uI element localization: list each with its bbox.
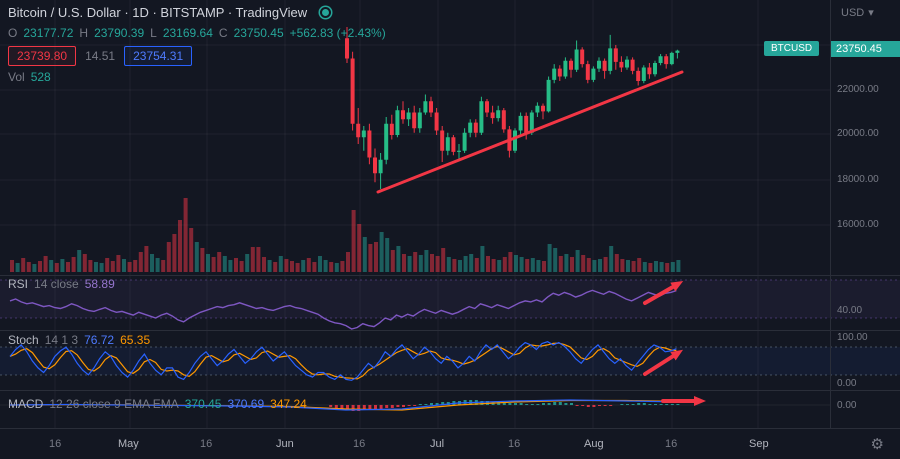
price-tick-20000: 20000.00 <box>837 128 879 139</box>
buy-price-button[interactable]: 23754.31 <box>124 46 193 66</box>
stoch-tick-0: 0.00 <box>837 378 857 389</box>
rsi-params: 14 close <box>34 277 79 291</box>
price-tick-18000: 18000.00 <box>837 174 879 185</box>
symbol-legend[interactable]: Bitcoin / U.S. Dollar · 1D · BITSTAMP · … <box>8 5 330 20</box>
time-tick-month: Jun <box>276 438 294 450</box>
rsi-name[interactable]: RSI <box>8 277 29 291</box>
time-tick: 16 <box>508 438 521 450</box>
time-tick: 16 <box>665 438 678 450</box>
low-label: L <box>150 26 157 40</box>
volume-legend[interactable]: Vol 528 <box>8 70 51 84</box>
time-tick-month: Jul <box>430 438 445 450</box>
trade-buttons-row: 23739.80 14.51 23754.31 <box>8 46 193 66</box>
time-tick: 16 <box>49 438 62 450</box>
spread-value: 14.51 <box>85 49 116 63</box>
time-tick: 16 <box>353 438 366 450</box>
low-value: 23169.64 <box>162 26 213 40</box>
volume-value: 528 <box>30 70 51 84</box>
currency-label: USD <box>841 6 865 19</box>
ohlc-row: O 23177.72 H 23790.39 L 23169.64 C 23750… <box>8 26 386 40</box>
stoch-d-value: 65.35 <box>120 333 151 347</box>
open-label: O <box>8 26 18 40</box>
stoch-name[interactable]: Stoch <box>8 333 39 347</box>
rsi-legend[interactable]: RSI 14 close 58.89 <box>8 277 115 291</box>
time-tick-month: May <box>118 438 139 450</box>
sell-price-button[interactable]: 23739.80 <box>8 46 77 66</box>
high-value: 23790.39 <box>94 26 145 40</box>
macd-tick-0: 0.00 <box>837 400 857 411</box>
symbol-title[interactable]: Bitcoin / U.S. Dollar · 1D · BITSTAMP · … <box>8 5 308 20</box>
stoch-tick-100: 100.00 <box>837 332 868 343</box>
time-tick: 16 <box>200 438 213 450</box>
stoch-legend[interactable]: Stoch 14 1 3 76.72 65.35 <box>8 333 150 347</box>
high-label: H <box>79 26 89 40</box>
macd-params: 12 26 close 9 EMA EMA <box>49 397 179 411</box>
close-label: C <box>218 26 228 40</box>
stoch-params: 14 1 3 <box>44 333 79 347</box>
time-tick-month: Sep <box>749 438 769 450</box>
macd-line-value: 370.69 <box>227 397 265 411</box>
settings-gear-icon[interactable]: ⚙ <box>870 436 884 453</box>
macd-legend[interactable]: MACD 12 26 close 9 EMA EMA 370.45 370.69… <box>8 397 307 411</box>
market-status-icon <box>322 9 330 16</box>
chevron-down-icon: ▾ <box>868 7 874 19</box>
close-value: 23750.45 <box>233 26 284 40</box>
stoch-k-value: 76.72 <box>84 333 115 347</box>
price-tick-22000: 22000.00 <box>837 84 879 95</box>
symbol-price-label: BTCUSD <box>764 41 820 56</box>
volume-label: Vol <box>8 70 25 84</box>
time-axis[interactable]: 16 May 16 Jun 16 Jul 16 Aug 16 Sep ⚙ <box>0 428 900 459</box>
rsi-tick-40: 40.00 <box>837 305 863 316</box>
last-price-badge: 23750.45 <box>831 41 900 57</box>
currency-selector[interactable]: USD ▾ <box>841 6 874 20</box>
time-tick-month: Aug <box>584 438 604 450</box>
rsi-value: 58.89 <box>84 277 115 291</box>
change-value: +562.83 (+2.43%) <box>289 26 386 40</box>
macd-hist-value: 370.45 <box>184 397 222 411</box>
macd-signal-value: 347.24 <box>270 397 307 411</box>
macd-name[interactable]: MACD <box>8 397 44 411</box>
open-value: 23177.72 <box>23 26 74 40</box>
price-axis[interactable]: USD ▾ 22000.00 20000.00 18000.00 16000.0… <box>830 0 900 428</box>
price-tick-16000: 16000.00 <box>837 219 879 230</box>
